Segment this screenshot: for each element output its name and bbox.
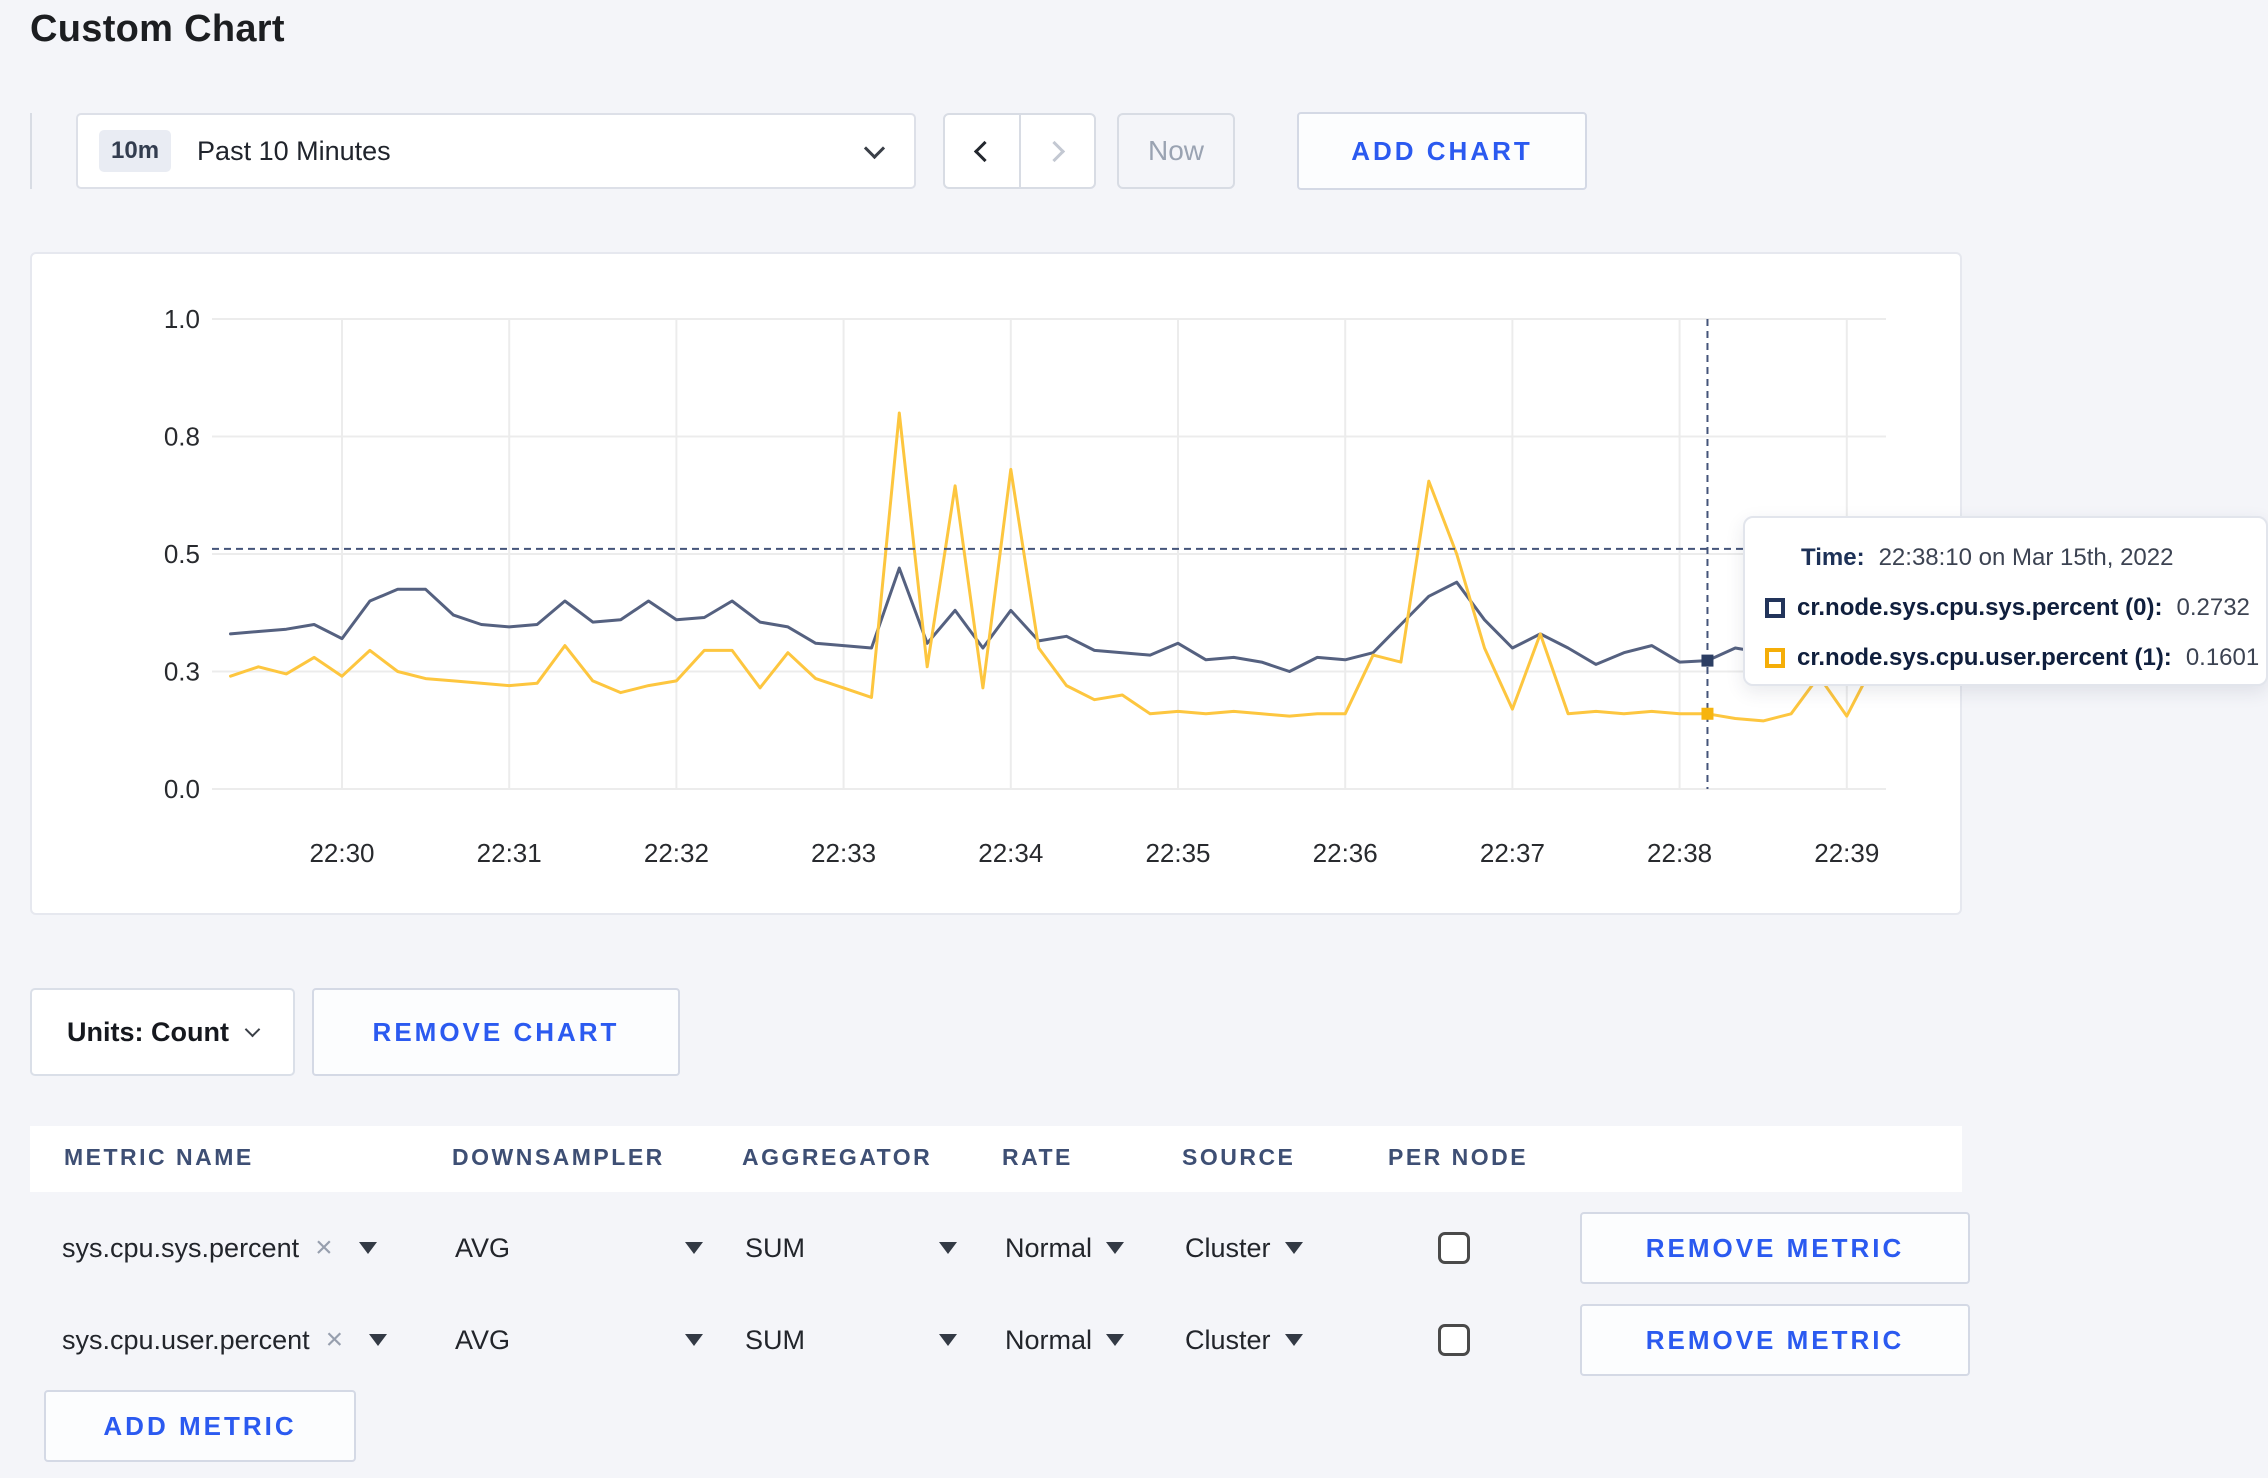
source-value: Cluster: [1185, 1232, 1271, 1263]
remove-chart-button[interactable]: REMOVE CHART: [312, 988, 680, 1076]
metric-name-select[interactable]: sys.cpu.user.percent ×: [62, 1304, 388, 1376]
downsampler-value: AVG: [455, 1232, 511, 1263]
aggregator-select[interactable]: SUM: [745, 1304, 957, 1376]
clear-metric-icon[interactable]: ×: [315, 1231, 333, 1264]
tooltip-time-label: Time:: [1801, 544, 1865, 571]
caret-down-icon: [939, 1242, 957, 1254]
metric-name-value: sys.cpu.sys.percent: [62, 1232, 300, 1263]
col-header-aggregator: AGGREGATOR: [742, 1144, 933, 1170]
chevron-left-icon: [974, 140, 996, 162]
caret-down-icon: [358, 1242, 377, 1254]
chart-canvas[interactable]: 0.0 0.3 0.5 0.8 1.0 22:30 22:31 22:32 22:33 22:34…: [32, 254, 1964, 917]
clear-metric-icon[interactable]: ×: [325, 1323, 344, 1356]
time-nav-group: [943, 113, 1096, 189]
caret-down-icon: [685, 1242, 703, 1254]
caret-down-icon: [369, 1334, 388, 1346]
chevron-right-icon: [1043, 140, 1065, 162]
caret-down-icon: [685, 1334, 703, 1346]
chevron-down-icon: [244, 1021, 261, 1037]
col-header-downsampler: DOWNSAMPLER: [452, 1144, 665, 1170]
source-value: Cluster: [1185, 1324, 1271, 1355]
svg-text:0.3: 0.3: [164, 657, 200, 687]
rate-value: Normal: [1005, 1232, 1093, 1263]
col-header-source: SOURCE: [1182, 1144, 1296, 1170]
chart-panel: 0.0 0.3 0.5 0.8 1.0 22:30 22:31 22:32 22:33 22:34…: [30, 252, 1962, 915]
remove-metric-button[interactable]: REMOVE METRIC: [1580, 1304, 1970, 1376]
svg-text:22:39: 22:39: [1814, 838, 1879, 868]
tooltip-series-value: 0.2732: [2176, 594, 2250, 621]
tooltip-series-value: 0.1601: [2185, 644, 2260, 671]
downsampler-value: AVG: [455, 1324, 511, 1355]
svg-text:22:30: 22:30: [309, 838, 374, 868]
aggregator-value: SUM: [745, 1232, 805, 1263]
col-header-rate: RATE: [1002, 1144, 1073, 1170]
downsampler-select[interactable]: AVG: [455, 1304, 703, 1376]
svg-text:22:38: 22:38: [1647, 838, 1712, 868]
svg-text:22:32: 22:32: [644, 838, 709, 868]
rate-select[interactable]: Normal: [1005, 1304, 1125, 1376]
svg-text:22:31: 22:31: [477, 838, 542, 868]
add-metric-button[interactable]: ADD METRIC: [44, 1390, 356, 1462]
per-node-checkbox[interactable]: [1438, 1324, 1470, 1356]
metric-name-select[interactable]: sys.cpu.sys.percent ×: [62, 1212, 377, 1284]
toolbar-divider: [30, 113, 32, 189]
remove-metric-button[interactable]: REMOVE METRIC: [1580, 1212, 1970, 1284]
table-row: sys.cpu.sys.percent × AVG SUM Normal Clu…: [30, 1212, 1970, 1284]
caret-down-icon: [1284, 1334, 1303, 1346]
now-button[interactable]: Now: [1117, 113, 1235, 189]
series-swatch-sys-icon: [1765, 598, 1785, 618]
col-header-per-node: PER NODE: [1388, 1144, 1529, 1170]
rate-select[interactable]: Normal: [1005, 1212, 1125, 1284]
caret-down-icon: [1284, 1242, 1303, 1254]
svg-text:1.0: 1.0: [164, 304, 200, 334]
units-label: Units: Count: [67, 1016, 229, 1047]
add-chart-button[interactable]: ADD CHART: [1297, 112, 1587, 190]
source-select[interactable]: Cluster: [1185, 1212, 1303, 1284]
time-forward-button[interactable]: [1018, 115, 1095, 187]
caret-down-icon: [1106, 1242, 1125, 1254]
page-title: Custom Chart: [30, 8, 285, 50]
svg-text:22:35: 22:35: [1145, 838, 1210, 868]
caret-down-icon: [939, 1334, 957, 1346]
time-range-badge: 10m: [99, 130, 172, 172]
rate-value: Normal: [1005, 1324, 1093, 1355]
tooltip-series-label: cr.node.sys.cpu.user.percent (1):: [1797, 644, 2172, 671]
table-row: sys.cpu.user.percent × AVG SUM Normal Cl…: [30, 1304, 1970, 1376]
per-node-checkbox[interactable]: [1438, 1232, 1470, 1264]
tooltip-series-row: cr.node.sys.cpu.user.percent (1): 0.1601: [1765, 644, 2266, 672]
tooltip-time-value: 22:38:10 on Mar 15th, 2022: [1878, 544, 2174, 571]
aggregator-value: SUM: [745, 1324, 805, 1355]
chevron-down-icon: [863, 137, 886, 159]
col-header-metric-name: METRIC NAME: [64, 1144, 254, 1170]
downsampler-select[interactable]: AVG: [455, 1212, 703, 1284]
time-range-label: Past 10 Minutes: [197, 135, 391, 166]
tooltip-time-row: Time: 22:38:10 on Mar 15th, 2022: [1801, 544, 2266, 572]
time-back-button[interactable]: [945, 115, 1019, 187]
time-range-dropdown[interactable]: 10m Past 10 Minutes: [76, 113, 916, 189]
tooltip-series-label: cr.node.sys.cpu.sys.percent (0):: [1797, 594, 2163, 621]
svg-text:22:36: 22:36: [1313, 838, 1378, 868]
svg-text:0.5: 0.5: [164, 539, 200, 569]
aggregator-select[interactable]: SUM: [745, 1212, 957, 1284]
caret-down-icon: [1106, 1334, 1125, 1346]
metric-name-value: sys.cpu.user.percent: [62, 1324, 310, 1355]
svg-text:0.8: 0.8: [164, 422, 200, 452]
chart-tooltip: Time: 22:38:10 on Mar 15th, 2022 cr.node.…: [1743, 516, 2268, 686]
metrics-table-header: METRIC NAME DOWNSAMPLER AGGREGATOR RATE …: [30, 1126, 1962, 1192]
tooltip-series-row: cr.node.sys.cpu.sys.percent (0): 0.2732: [1765, 594, 2266, 622]
units-dropdown[interactable]: Units: Count: [30, 988, 295, 1076]
svg-text:22:34: 22:34: [978, 838, 1043, 868]
series-swatch-user-icon: [1765, 648, 1785, 668]
svg-text:22:33: 22:33: [811, 838, 876, 868]
svg-text:0.0: 0.0: [164, 774, 200, 804]
source-select[interactable]: Cluster: [1185, 1304, 1303, 1376]
svg-text:22:37: 22:37: [1480, 838, 1545, 868]
